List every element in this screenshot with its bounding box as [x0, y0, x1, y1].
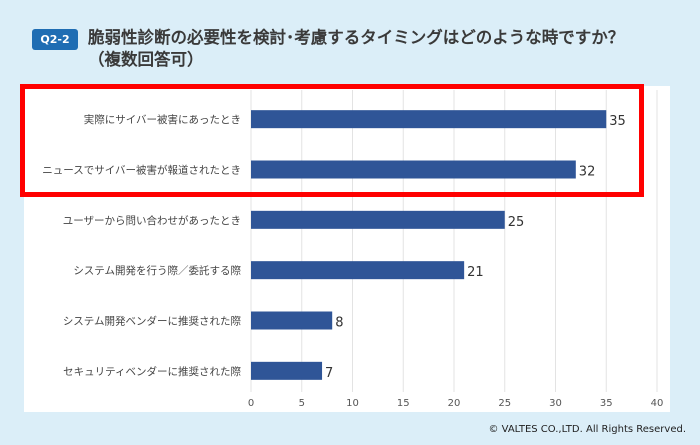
bar	[251, 160, 576, 179]
bar	[251, 261, 465, 280]
copyright: © VALTES CO.,LTD. All Rights Reserved.	[488, 424, 686, 435]
data-label: 8	[335, 316, 343, 331]
category-label: ニュースでサイバー被害が報道されたとき	[42, 164, 241, 177]
category-label: ユーザーから問い合わせがあったとき	[63, 214, 241, 227]
data-label: 21	[467, 265, 484, 280]
x-tick-label: 15	[397, 398, 410, 409]
category-label: システム開発を行う際／委託する際	[73, 264, 241, 277]
bar-chart: 0 5 10 15 20 25 30 35 40 実際にサイバー被害にあったとき 35 ニュースでサイ…	[42, 90, 664, 409]
x-tick-label: 40	[651, 398, 664, 409]
x-tick-label: 5	[299, 398, 305, 409]
data-label: 25	[508, 215, 525, 230]
title-line-1: 脆弱性診断の必要性を検討･考慮するタイミングはどのような時ですか？	[88, 28, 625, 47]
page-title: 脆弱性診断の必要性を検討･考慮するタイミングはどのような時ですか？ （複数回答可…	[88, 27, 624, 71]
data-label: 32	[579, 165, 596, 180]
x-tick-label: 35	[600, 398, 613, 409]
bar	[251, 110, 607, 129]
data-label: 7	[325, 366, 333, 381]
bar	[251, 210, 505, 229]
category-label: セキュリティベンダーに推奨された際	[63, 365, 241, 378]
title-line-2: （複数回答可）	[88, 50, 204, 69]
category-label: 実際にサイバー被害にあったとき	[84, 113, 241, 126]
x-tick-label: 30	[549, 398, 562, 409]
bar	[251, 361, 323, 380]
x-tick-label: 20	[448, 398, 461, 409]
highlight-box	[20, 84, 644, 197]
question-badge: Q2-2	[32, 29, 78, 50]
x-tick-label: 0	[248, 398, 254, 409]
x-tick-label: 25	[498, 398, 511, 409]
data-label: 35	[609, 114, 626, 129]
chart-panel: 0 5 10 15 20 25 30 35 40 実際にサイバー被害にあったとき 35 ニュースでサイ…	[24, 86, 670, 412]
x-tick-label: 10	[346, 398, 359, 409]
bar	[251, 311, 333, 330]
category-label: システム開発ベンダーに推奨された際	[63, 315, 242, 328]
